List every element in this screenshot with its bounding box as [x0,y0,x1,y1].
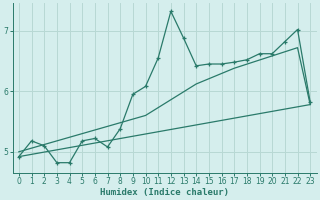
X-axis label: Humidex (Indice chaleur): Humidex (Indice chaleur) [100,188,229,197]
